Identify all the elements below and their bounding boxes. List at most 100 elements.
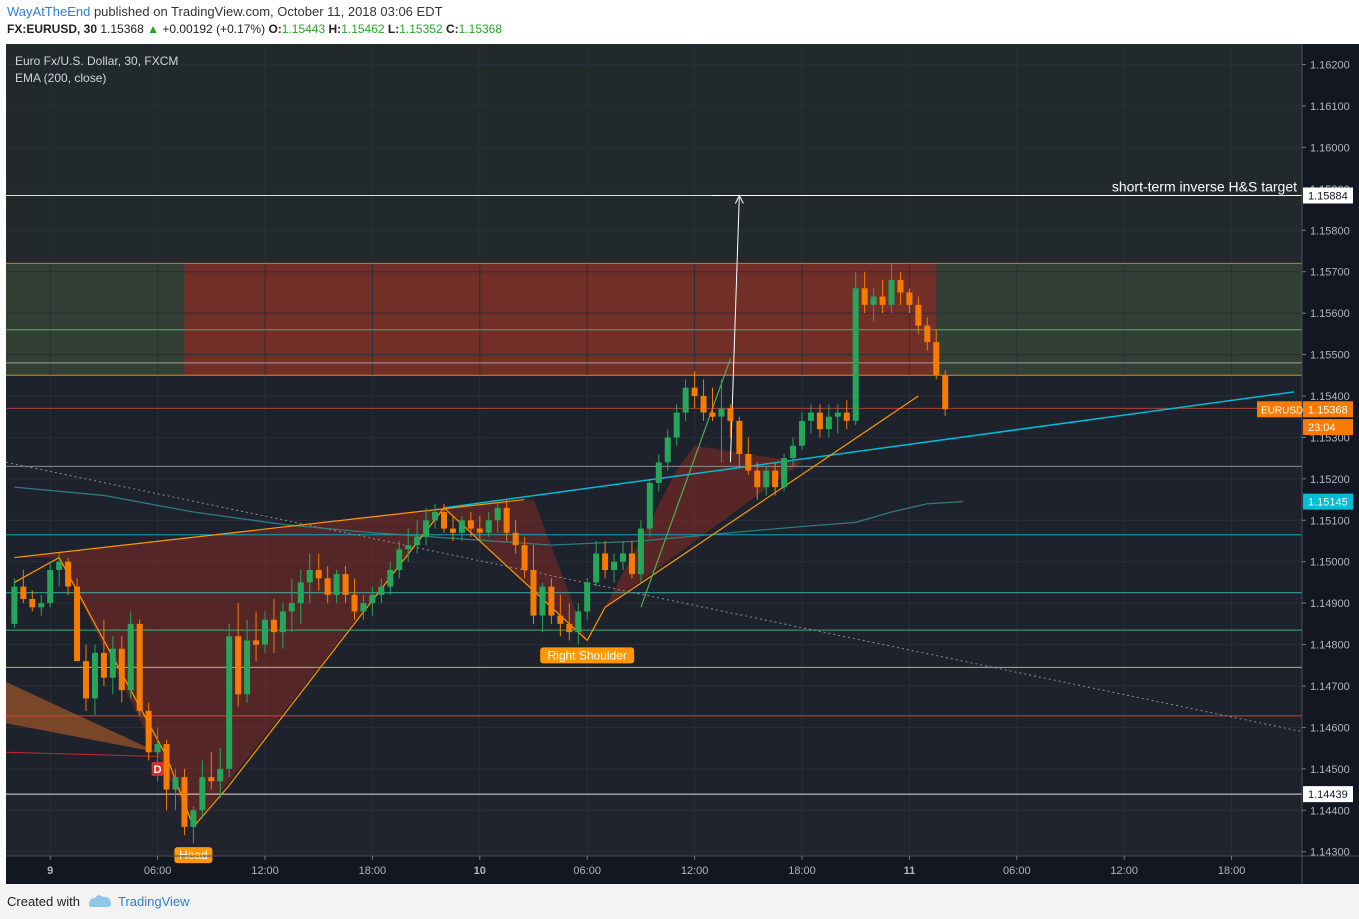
left-triangle-edge: [6, 751, 158, 757]
price-tick-label: 1.15400: [1310, 391, 1350, 403]
candle-body: [933, 342, 940, 376]
created-with-text: Created with: [7, 894, 80, 909]
price-tick-label: 1.14300: [1310, 847, 1350, 859]
candle-body: [628, 553, 635, 575]
candle-body: [333, 574, 340, 595]
candle-body: [888, 280, 895, 305]
time-tick-label: 12:00: [251, 865, 279, 877]
candle-body: [548, 586, 555, 616]
candle-body: [405, 545, 412, 550]
time-tick-label: 18:00: [359, 865, 387, 877]
price-tick-label: 1.15600: [1310, 308, 1350, 320]
candle-body: [476, 528, 483, 533]
price-chart[interactable]: short-term inverse H&S target Head Right S…: [6, 44, 1359, 884]
d-marker-bg: [151, 761, 164, 776]
candle-body: [423, 520, 430, 537]
close-label: C:: [445, 22, 459, 36]
right-shoulder-line: [443, 507, 606, 642]
candle-body: [494, 507, 501, 521]
candle-body: [539, 586, 546, 616]
candle-body: [351, 594, 358, 612]
candle-body: [781, 458, 788, 488]
candle-body: [557, 615, 564, 624]
candle-body: [360, 603, 367, 612]
candle-body: [611, 561, 618, 570]
chart-area[interactable]: short-term inverse H&S target Head Right S…: [6, 44, 1359, 884]
right-shoulder-label: Right Shoulder: [548, 648, 627, 662]
author-link[interactable]: WayAtTheEnd: [7, 4, 91, 19]
price-tag: [1303, 401, 1353, 418]
candle-body: [637, 528, 644, 575]
open-value: 1.15443: [281, 22, 326, 36]
candle-body: [620, 553, 626, 562]
right-shoulder-label-bg: [540, 647, 635, 664]
price-tick-label: 1.14600: [1310, 722, 1350, 734]
candle-body: [208, 777, 215, 782]
symbol-tag: EURUSD: [1261, 405, 1303, 416]
candle-body: [575, 611, 582, 633]
candle-body: [458, 520, 465, 533]
low-label: L:: [387, 22, 400, 36]
candle-body: [816, 412, 823, 430]
candle-body: [861, 288, 868, 305]
price-tick-label: 1.15300: [1310, 432, 1350, 444]
candle-body: [807, 412, 814, 421]
candle-body: [163, 744, 170, 790]
candle-body: [772, 470, 779, 488]
price-axis-bg: [1302, 44, 1359, 884]
candle-body: [315, 570, 322, 579]
candle-body: [29, 599, 36, 608]
candle-body: [790, 445, 797, 459]
price-tick-label: 1.15700: [1310, 267, 1350, 279]
candle-body: [279, 611, 286, 633]
ohlc-line: FX:EURUSD, 30 1.15368 ▲ +0.00192 (+0.17%…: [7, 22, 502, 36]
candle-body: [799, 420, 805, 446]
publication-line: WayAtTheEnd published on TradingView.com…: [7, 4, 443, 19]
candle-body: [566, 623, 573, 633]
price-tick-label: 1.14500: [1310, 764, 1350, 776]
candle-body: [127, 623, 134, 691]
candle-body: [467, 520, 474, 529]
rising-support-line: [604, 395, 919, 608]
price-tick-label: 1.16200: [1310, 60, 1350, 72]
published-text: published on TradingView.com, October 11…: [90, 4, 443, 19]
candle-body: [646, 483, 653, 529]
candle-body: [512, 532, 519, 546]
candle-body: [825, 416, 832, 430]
open-label: O:: [268, 22, 282, 36]
d-marker: D: [154, 764, 162, 776]
legend-title: Euro Fx/U.S. Dollar, 30, FXCM: [15, 54, 178, 68]
price-tick-label: 1.16100: [1310, 101, 1350, 113]
level-price-tag: [1303, 786, 1353, 803]
head-label-bg: [174, 847, 213, 864]
candle-body: [897, 280, 904, 293]
tradingview-link[interactable]: TradingView: [118, 894, 190, 909]
last-price: 1.15368: [100, 22, 144, 36]
candle-body: [100, 652, 107, 678]
price-tag-text: 23:04: [1308, 422, 1336, 434]
candles: [11, 263, 949, 844]
candle-body: [673, 412, 680, 438]
candle-body: [387, 570, 394, 587]
candle-body: [217, 768, 224, 782]
candle-body: [906, 292, 913, 305]
price-tick-label: 1.15200: [1310, 474, 1350, 486]
candle-body: [700, 396, 707, 413]
candle-body: [199, 777, 206, 811]
candle-body: [20, 586, 27, 599]
price-tick-label: 1.14700: [1310, 681, 1350, 693]
candle-body: [65, 561, 72, 587]
candle-body: [172, 777, 179, 790]
time-tick-label: 12:00: [1110, 865, 1138, 877]
footer: Created with TradingView: [0, 884, 1359, 919]
resistance-zone: [184, 263, 937, 376]
candle-body: [262, 619, 268, 645]
candle-body: [297, 582, 304, 604]
symbol-tag-bg: [1257, 401, 1302, 418]
price-tag: [1303, 493, 1353, 510]
candle-body: [924, 325, 931, 343]
time-tick-label: 18:00: [788, 865, 816, 877]
candle-body: [244, 640, 251, 695]
left-neck-line: [14, 498, 525, 559]
time-tick-label: 06:00: [573, 865, 601, 877]
